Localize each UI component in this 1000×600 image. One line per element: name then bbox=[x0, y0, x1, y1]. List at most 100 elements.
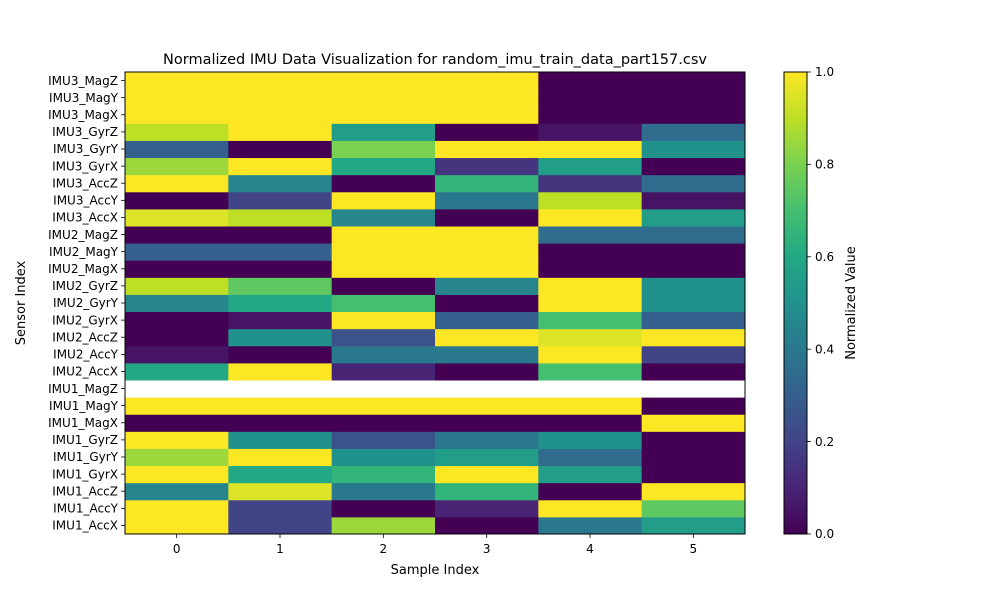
y-tick-label: IMU1_GyrX bbox=[52, 467, 118, 481]
heatmap-cell bbox=[538, 294, 643, 313]
colorbar-tick-label: 0.8 bbox=[815, 158, 834, 172]
y-tick-label: IMU3_AccY bbox=[53, 194, 119, 208]
heatmap-cell bbox=[538, 191, 643, 210]
heatmap-cell bbox=[435, 208, 539, 227]
heatmap-cell bbox=[228, 465, 333, 484]
heatmap-cell bbox=[228, 516, 333, 535]
heatmap-cell bbox=[435, 328, 539, 347]
heatmap-cell bbox=[435, 311, 539, 330]
heatmap-cell bbox=[435, 482, 539, 501]
heatmap-cell bbox=[228, 157, 333, 176]
heatmap-cell bbox=[435, 243, 539, 261]
heatmap-cell bbox=[435, 465, 539, 484]
heatmap-cell bbox=[641, 311, 746, 330]
heatmap-cell bbox=[331, 328, 436, 347]
y-tick-label: IMU1_MagY bbox=[49, 399, 119, 413]
heatmap-cell bbox=[641, 226, 746, 244]
heatmap-cell bbox=[538, 482, 643, 501]
colorbar-tick-label: 0.0 bbox=[815, 527, 834, 541]
heatmap-cell bbox=[538, 123, 643, 141]
heatmap-cell bbox=[538, 448, 643, 467]
heatmap-cell bbox=[125, 362, 229, 381]
heatmap-cell bbox=[641, 106, 746, 124]
heatmap-cell bbox=[331, 448, 436, 467]
heatmap-cell bbox=[641, 72, 746, 90]
heatmap-cell bbox=[538, 328, 643, 347]
x-axis-label: Sample Index bbox=[391, 563, 480, 578]
heatmap-cell bbox=[125, 465, 229, 484]
heatmap-cell bbox=[538, 345, 643, 364]
heatmap-cell bbox=[641, 448, 746, 467]
heatmap-cell bbox=[228, 482, 333, 501]
heatmap-cell bbox=[228, 380, 333, 398]
y-tick-label: IMU1_GyrZ bbox=[52, 433, 118, 447]
heatmap-cell bbox=[228, 499, 333, 518]
y-tick-label: IMU1_AccX bbox=[52, 519, 118, 533]
heatmap-cell bbox=[331, 465, 436, 484]
heatmap-cell bbox=[125, 277, 229, 295]
heatmap-cell bbox=[228, 345, 333, 364]
y-tick-label: IMU2_GyrZ bbox=[52, 279, 118, 293]
heatmap-cell bbox=[435, 414, 539, 432]
heatmap-cell bbox=[538, 140, 643, 159]
heatmap-cell bbox=[435, 140, 539, 159]
heatmap-cell bbox=[331, 226, 436, 244]
heatmap-cell bbox=[125, 516, 229, 535]
heatmap-cell bbox=[538, 499, 643, 518]
heatmap-cell bbox=[641, 431, 746, 449]
heatmap-cell bbox=[228, 448, 333, 467]
y-tick-label: IMU3_GyrX bbox=[52, 159, 118, 173]
heatmap-cell bbox=[641, 397, 746, 415]
heatmap-cell bbox=[435, 448, 539, 467]
heatmap-cell bbox=[435, 191, 539, 210]
y-tick-label: IMU1_GyrY bbox=[53, 450, 119, 464]
heatmap-cell bbox=[435, 362, 539, 381]
heatmap-cell bbox=[125, 140, 229, 159]
heatmap-cell bbox=[435, 380, 539, 398]
heatmap-cell bbox=[641, 123, 746, 141]
heatmap-cell bbox=[331, 380, 436, 398]
heatmap-cell bbox=[641, 516, 746, 535]
heatmap-cell bbox=[435, 89, 539, 107]
heatmap-cell bbox=[641, 499, 746, 518]
heatmap-cell bbox=[331, 482, 436, 501]
y-tick-label: IMU3_MagY bbox=[49, 91, 119, 105]
heatmap-cell bbox=[331, 431, 436, 449]
heatmap-cell bbox=[435, 516, 539, 535]
heatmap-cell bbox=[331, 311, 436, 330]
heatmap-cell bbox=[125, 397, 229, 415]
heatmap-cell bbox=[538, 431, 643, 449]
heatmap-cell bbox=[331, 414, 436, 432]
heatmap-cell bbox=[228, 89, 333, 107]
heatmap-cell bbox=[125, 345, 229, 364]
heatmap-cell bbox=[538, 362, 643, 381]
heatmap-cell bbox=[641, 465, 746, 484]
heatmap-cell bbox=[228, 72, 333, 90]
heatmap-cell bbox=[331, 277, 436, 295]
y-tick-label: IMU3_GyrY bbox=[53, 142, 119, 156]
heatmap-cell bbox=[641, 345, 746, 364]
heatmap-cell bbox=[538, 208, 643, 227]
heatmap-cell bbox=[228, 328, 333, 347]
heatmap-cell bbox=[435, 431, 539, 449]
heatmap-cell bbox=[641, 362, 746, 381]
heatmap-cell bbox=[641, 294, 746, 313]
heatmap-cell bbox=[435, 226, 539, 244]
heatmap-cell bbox=[228, 260, 333, 278]
heatmap-cell bbox=[125, 380, 229, 398]
heatmap-cell bbox=[538, 380, 643, 398]
heatmap-cell bbox=[538, 89, 643, 107]
heatmap-cell bbox=[125, 311, 229, 330]
x-tick-label: 4 bbox=[586, 542, 594, 556]
y-tick-label: IMU2_GyrX bbox=[52, 313, 118, 327]
x-axis-ticks: 0 1 2 3 4 5 bbox=[173, 534, 697, 556]
heatmap-cell bbox=[641, 243, 746, 261]
heatmap-cell bbox=[125, 226, 229, 244]
heatmap-cell bbox=[125, 431, 229, 449]
heatmap-cell bbox=[331, 260, 436, 278]
heatmap-cell bbox=[331, 345, 436, 364]
chart-title: Normalized IMU Data Visualization for ra… bbox=[163, 52, 707, 68]
heatmap-cell bbox=[228, 311, 333, 330]
heatmap-cell bbox=[228, 123, 333, 141]
heatmap-cell bbox=[538, 174, 643, 193]
